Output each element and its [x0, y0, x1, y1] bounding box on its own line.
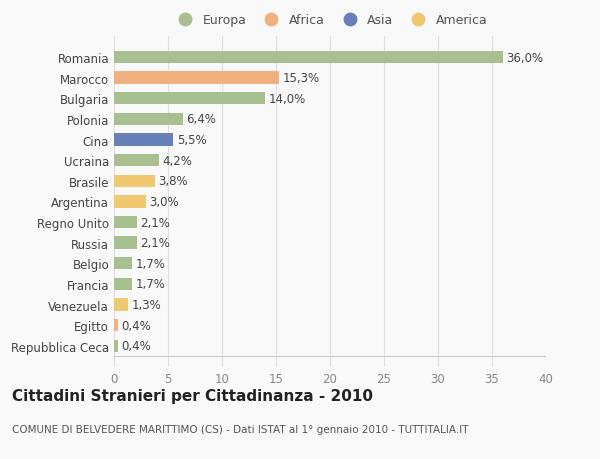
Legend: Europa, Africa, Asia, America: Europa, Africa, Asia, America [172, 14, 488, 27]
Bar [114, 52, 503, 64]
Bar [114, 93, 265, 105]
Text: COMUNE DI BELVEDERE MARITTIMO (CS) - Dati ISTAT al 1° gennaio 2010 - TUTTITALIA.: COMUNE DI BELVEDERE MARITTIMO (CS) - Dat… [12, 425, 469, 435]
Bar [114, 113, 183, 126]
Text: 15,3%: 15,3% [283, 72, 320, 85]
Bar [114, 237, 137, 249]
Text: 3,8%: 3,8% [158, 175, 188, 188]
Text: 14,0%: 14,0% [268, 93, 305, 106]
Text: 1,3%: 1,3% [131, 298, 161, 311]
Bar [114, 319, 118, 331]
Text: 6,4%: 6,4% [187, 113, 216, 126]
Bar [114, 340, 118, 352]
Text: 1,7%: 1,7% [136, 257, 166, 270]
Text: 2,1%: 2,1% [140, 237, 170, 250]
Text: 0,4%: 0,4% [122, 319, 151, 332]
Text: 3,0%: 3,0% [149, 196, 179, 208]
Bar [114, 73, 279, 84]
Bar [114, 216, 137, 229]
Text: 36,0%: 36,0% [506, 51, 543, 64]
Bar [114, 134, 173, 146]
Text: Cittadini Stranieri per Cittadinanza - 2010: Cittadini Stranieri per Cittadinanza - 2… [12, 388, 373, 403]
Text: 5,5%: 5,5% [176, 134, 206, 147]
Text: 2,1%: 2,1% [140, 216, 170, 229]
Bar [114, 175, 155, 188]
Bar [114, 278, 133, 291]
Bar [114, 155, 160, 167]
Bar [114, 196, 146, 208]
Bar [114, 299, 128, 311]
Text: 1,7%: 1,7% [136, 278, 166, 291]
Bar [114, 257, 133, 270]
Text: 4,2%: 4,2% [163, 154, 193, 167]
Text: 0,4%: 0,4% [122, 340, 151, 353]
